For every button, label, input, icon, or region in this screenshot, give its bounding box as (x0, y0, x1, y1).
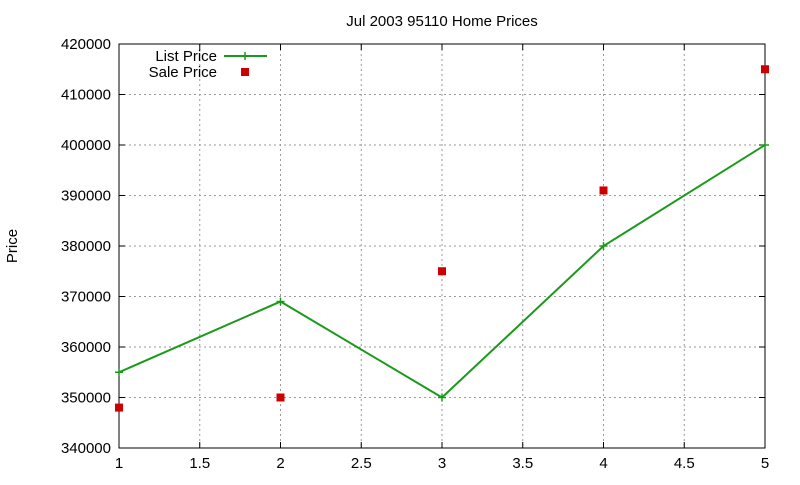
chart-title: Jul 2003 95110 Home Prices (346, 13, 538, 30)
x-tick-label: 1.5 (189, 455, 210, 472)
x-tick-label: 2.5 (351, 455, 372, 472)
legend-label: List Price (155, 48, 217, 65)
y-tick-label: 370000 (61, 289, 111, 306)
axis-ticks: 1 1.5 2 2.5 3 3.5 4 4.5 5 340000 350000 360000 37000… (61, 36, 769, 472)
legend-label: Sale Price (149, 64, 217, 81)
x-tick-label: 2 (276, 455, 284, 472)
series-list-price (115, 141, 769, 402)
data-point (599, 186, 608, 195)
x-tick-label: 4.5 (674, 455, 695, 472)
y-tick-label: 390000 (61, 188, 111, 205)
data-point (438, 393, 446, 402)
y-tick-label: 340000 (61, 440, 111, 457)
data-point (438, 267, 446, 276)
data-point (115, 403, 123, 412)
series-sale-price (115, 65, 769, 412)
y-tick-label: 420000 (61, 36, 111, 53)
y-tick-label: 410000 (61, 87, 111, 104)
legend-swatch-marker (241, 68, 249, 76)
y-tick-label: 380000 (61, 238, 111, 255)
x-tick-label: 1 (115, 455, 123, 472)
legend-swatch-marker (241, 52, 249, 60)
data-point (761, 141, 769, 149)
y-tick-label: 400000 (61, 137, 111, 154)
y-axis-title: Price (4, 229, 21, 263)
x-tick-label: 3 (438, 455, 446, 472)
data-series (115, 65, 769, 412)
data-point (599, 242, 608, 250)
y-tick-label: 350000 (61, 390, 111, 407)
y-tick-label: 360000 (61, 339, 111, 356)
data-point (115, 368, 123, 377)
data-point (761, 65, 769, 74)
data-point (276, 393, 285, 402)
x-tick-label: 4 (599, 455, 607, 472)
x-tick-label: 3.5 (512, 455, 533, 472)
grid-lines (119, 44, 765, 448)
data-point (276, 297, 285, 306)
x-tick-label: 5 (761, 455, 769, 472)
